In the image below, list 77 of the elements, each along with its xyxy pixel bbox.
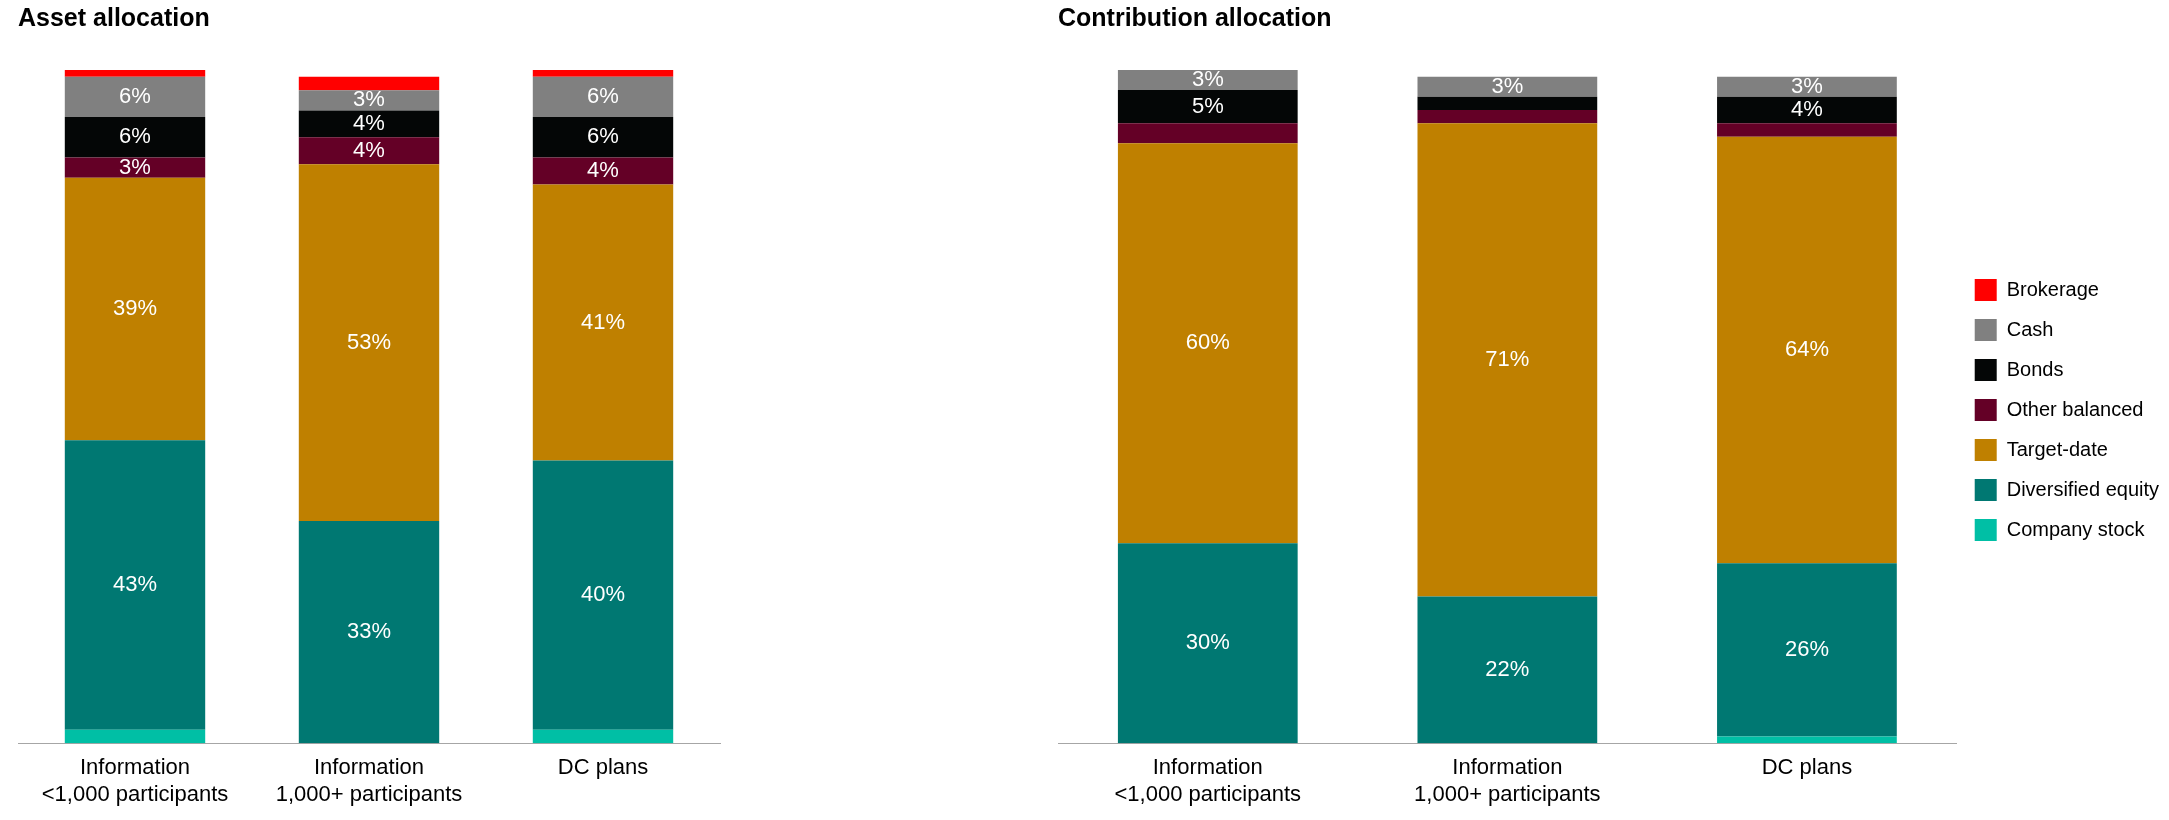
legend-label: Bonds bbox=[2006, 357, 2064, 380]
bar bbox=[532, 460, 674, 730]
bar bbox=[1117, 70, 1298, 90]
data-label: 6% bbox=[587, 123, 619, 149]
data-label: 40% bbox=[580, 581, 626, 607]
bar bbox=[64, 177, 206, 441]
bar bbox=[532, 184, 674, 461]
chart-title: Asset allocation bbox=[18, 2, 210, 31]
bar bbox=[298, 110, 440, 138]
data-label: 6% bbox=[119, 123, 151, 149]
x-tick-label: Information 1,000+ participants bbox=[1414, 754, 1601, 806]
data-label: 3% bbox=[1191, 66, 1224, 92]
bar bbox=[1417, 109, 1598, 124]
data-label: 43% bbox=[112, 571, 158, 597]
data-label: 4% bbox=[353, 136, 385, 162]
data-label: 26% bbox=[1784, 635, 1829, 661]
bar bbox=[1717, 96, 1897, 124]
data-label: 3% bbox=[119, 153, 151, 179]
x-tick-label: DC plans bbox=[557, 754, 649, 780]
bar bbox=[1717, 76, 1897, 97]
bar bbox=[1717, 123, 1897, 137]
x-tick-label: Information <1,000 participants bbox=[41, 754, 229, 806]
bar bbox=[1717, 736, 1897, 744]
legend-label: Cash bbox=[2006, 317, 2054, 340]
bar bbox=[298, 137, 440, 165]
data-label: 3% bbox=[1791, 72, 1823, 98]
bar bbox=[532, 157, 674, 185]
data-label: 30% bbox=[1185, 629, 1230, 655]
bar bbox=[298, 521, 440, 744]
bar bbox=[298, 90, 440, 111]
bar bbox=[1417, 596, 1598, 744]
legend-label: Brokerage bbox=[2006, 277, 2099, 300]
bar bbox=[298, 76, 440, 91]
data-label: 5% bbox=[1191, 92, 1224, 118]
bar bbox=[1117, 90, 1298, 124]
bar bbox=[1117, 123, 1298, 144]
bar bbox=[1417, 76, 1598, 97]
bar bbox=[64, 729, 206, 744]
bar bbox=[64, 76, 206, 118]
data-label: 4% bbox=[1791, 96, 1823, 122]
data-label: 64% bbox=[1784, 336, 1829, 362]
data-label: 4% bbox=[353, 109, 385, 135]
data-label: 53% bbox=[346, 328, 392, 354]
bar bbox=[1417, 96, 1598, 110]
data-label: 39% bbox=[112, 295, 158, 321]
bar bbox=[1117, 143, 1298, 544]
bar bbox=[298, 164, 440, 522]
data-label: 6% bbox=[119, 82, 151, 108]
x-tick-label: Information <1,000 participants bbox=[1114, 754, 1302, 806]
bar bbox=[1417, 123, 1598, 597]
chart-title: Contribution allocation bbox=[1058, 2, 1332, 31]
bar bbox=[64, 70, 206, 77]
bar bbox=[532, 729, 674, 744]
bar bbox=[1717, 563, 1897, 737]
data-label: 22% bbox=[1485, 655, 1530, 681]
bar bbox=[532, 70, 674, 77]
bar bbox=[64, 117, 206, 158]
bar bbox=[1717, 136, 1897, 564]
data-label: 3% bbox=[353, 86, 385, 112]
x-tick-label: Information 1,000+ participants bbox=[275, 754, 463, 806]
data-label: 71% bbox=[1485, 346, 1530, 372]
data-label: 60% bbox=[1185, 329, 1230, 355]
data-label: 6% bbox=[587, 82, 619, 108]
x-tick-label: DC plans bbox=[1761, 754, 1853, 780]
bar bbox=[64, 440, 206, 730]
bar bbox=[64, 157, 206, 178]
bar bbox=[1117, 543, 1298, 744]
bar bbox=[532, 76, 674, 118]
data-label: 33% bbox=[346, 618, 392, 644]
bar bbox=[532, 117, 674, 158]
legend-label: Company stock bbox=[2006, 517, 2146, 540]
data-label: 3% bbox=[1491, 72, 1524, 98]
data-label: 41% bbox=[580, 308, 626, 334]
legend-label: Diversified equity bbox=[2006, 477, 2160, 500]
legend-label: Target-date bbox=[2006, 437, 2108, 460]
legend-label: Other balanced bbox=[2006, 397, 2144, 420]
data-label: 4% bbox=[587, 157, 619, 183]
